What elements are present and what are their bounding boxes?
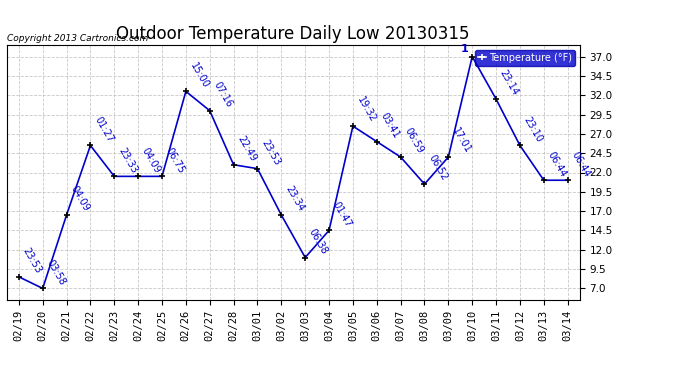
Text: 17:01: 17:01	[451, 126, 473, 156]
Text: 06:44: 06:44	[546, 150, 569, 178]
Text: 23:10: 23:10	[522, 115, 544, 144]
Text: 23:34: 23:34	[283, 184, 306, 213]
Text: 01:27: 01:27	[92, 115, 115, 144]
Legend: Temperature (°F): Temperature (°F)	[475, 50, 575, 66]
Text: 01:47: 01:47	[331, 200, 353, 229]
Text: 04:09: 04:09	[140, 146, 163, 175]
Title: Outdoor Temperature Daily Low 20130315: Outdoor Temperature Daily Low 20130315	[117, 26, 470, 44]
Text: 04:09: 04:09	[68, 184, 91, 213]
Text: 19:32: 19:32	[355, 96, 377, 124]
Text: 1: 1	[460, 44, 468, 54]
Text: Copyright 2013 Cartronics.com: Copyright 2013 Cartronics.com	[7, 34, 148, 43]
Text: 23:33: 23:33	[116, 146, 139, 175]
Text: 03:58: 03:58	[45, 258, 67, 287]
Text: 22:49: 22:49	[235, 134, 258, 163]
Text: 07:16: 07:16	[212, 80, 234, 109]
Text: 23:53: 23:53	[259, 138, 282, 167]
Text: 03:41: 03:41	[379, 111, 401, 140]
Text: 15:00: 15:00	[188, 61, 210, 90]
Text: 06:38: 06:38	[307, 227, 330, 256]
Text: 06:59: 06:59	[402, 126, 425, 156]
Text: 23:53: 23:53	[21, 246, 43, 275]
Text: 06:75: 06:75	[164, 146, 186, 175]
Text: 06:44: 06:44	[569, 150, 592, 178]
Text: 06:52: 06:52	[426, 153, 449, 183]
Text: 23:14: 23:14	[498, 68, 520, 98]
